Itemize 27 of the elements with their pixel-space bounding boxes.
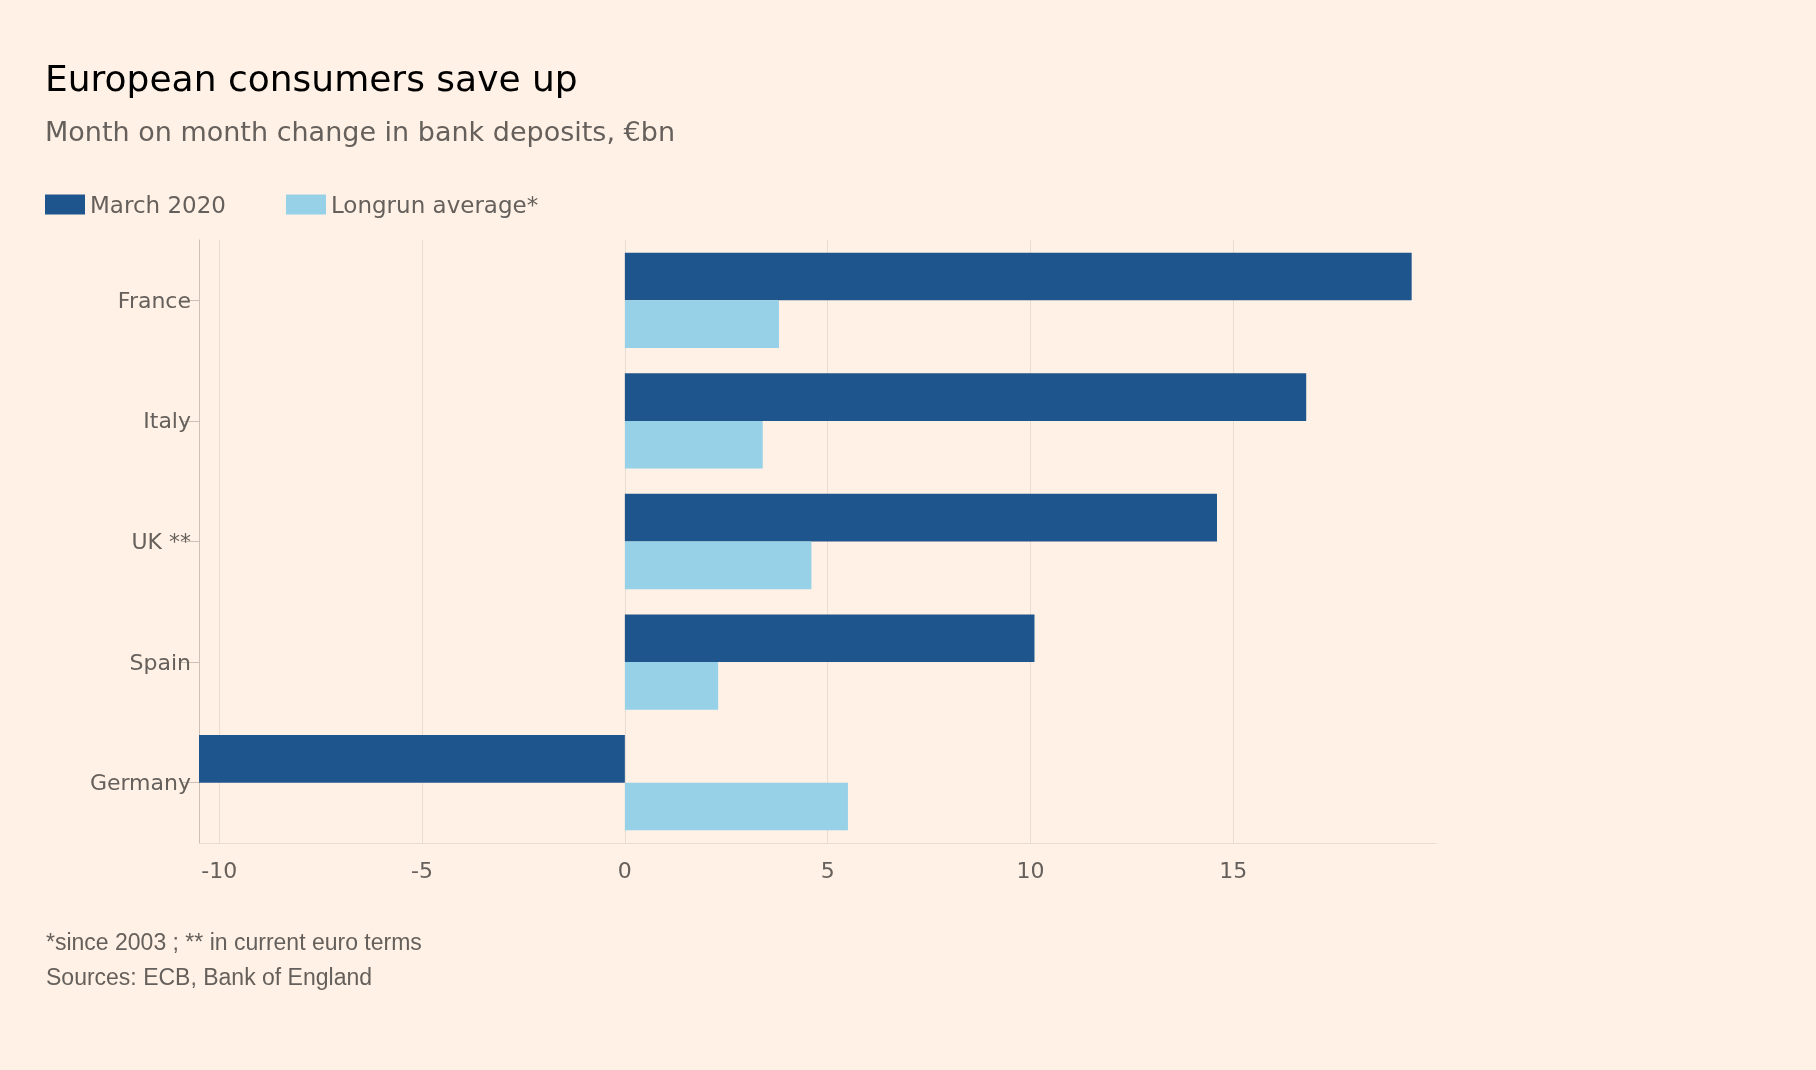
y-tick-label: Germany xyxy=(89,770,191,796)
bar xyxy=(624,252,1412,301)
x-tick-label: 5 xyxy=(820,857,835,883)
y-tick-label: France xyxy=(117,287,191,313)
bar xyxy=(624,493,1217,542)
text: *since 2003 ; ** in current euro terms xyxy=(46,928,422,955)
bar xyxy=(624,420,763,469)
legend-label: Longrun average* xyxy=(330,191,539,218)
bar xyxy=(624,373,1307,421)
y-tick-label: Spain xyxy=(129,649,191,675)
bar xyxy=(624,300,779,348)
x-tick-label: -10 xyxy=(201,857,238,883)
bar xyxy=(624,662,719,710)
chart-subtitle: Month on month change in bank deposits, €bn xyxy=(45,116,676,147)
chart-title: European consumers save up xyxy=(45,57,578,99)
bar xyxy=(624,541,812,590)
x-tick-label: 0 xyxy=(617,857,632,883)
y-tick-label: UK ** xyxy=(131,529,191,554)
y-tick-label: Italy xyxy=(143,408,191,434)
x-tick-label: 10 xyxy=(1016,857,1045,883)
source-note: Sources: ECB, Bank of England xyxy=(46,963,373,990)
x-tick-label: -5 xyxy=(411,857,434,883)
bar xyxy=(624,614,1035,663)
x-tick-label: 15 xyxy=(1219,857,1248,883)
bar xyxy=(624,782,848,831)
bar xyxy=(199,735,625,783)
legend-label: March 2020 xyxy=(90,191,226,218)
